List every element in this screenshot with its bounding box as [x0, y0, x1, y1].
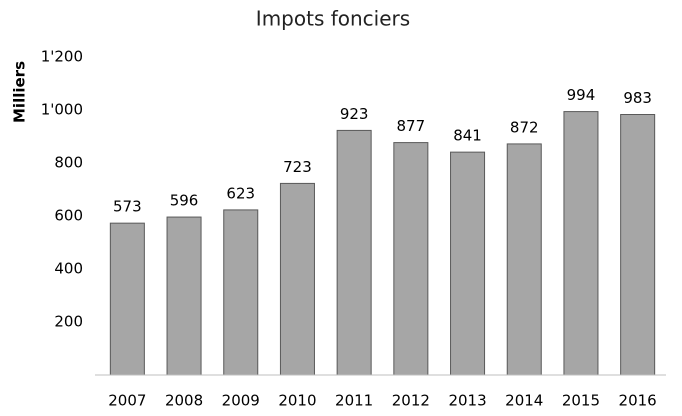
- bar: [506, 143, 542, 376]
- x-tick-label: 2009: [222, 392, 260, 410]
- x-tick-label: 2014: [505, 392, 543, 410]
- y-axis-label: Milliers: [11, 61, 29, 123]
- bar: [109, 222, 145, 376]
- bar: [450, 151, 486, 376]
- x-tick-label: 2013: [448, 392, 486, 410]
- bar: [166, 216, 202, 376]
- x-tick-label: 2016: [619, 392, 657, 410]
- data-label: 872: [510, 118, 539, 136]
- bar: [393, 142, 429, 376]
- data-label: 994: [567, 86, 596, 104]
- y-tick-label: 600: [54, 207, 83, 225]
- data-label: 841: [453, 127, 482, 145]
- x-tick-label: 2007: [108, 392, 146, 410]
- y-tick-label: 200: [54, 313, 83, 331]
- y-tick-label: 1'200: [41, 48, 83, 66]
- y-tick-label: 800: [54, 154, 83, 172]
- data-label: 573: [113, 198, 142, 216]
- chart-title: Impots fonciers: [256, 7, 410, 31]
- data-label: 623: [226, 184, 255, 202]
- bar: [336, 129, 372, 376]
- x-tick-label: 2011: [335, 392, 373, 410]
- data-label: 923: [340, 105, 369, 123]
- bar: [223, 209, 259, 376]
- x-tick-label: 2012: [392, 392, 430, 410]
- data-label: 723: [283, 158, 312, 176]
- y-tick-label: 400: [54, 260, 83, 278]
- x-tick-label: 2008: [165, 392, 203, 410]
- data-label: 877: [397, 117, 426, 135]
- x-tick-label: 2010: [278, 392, 316, 410]
- bar: [563, 111, 599, 376]
- data-label: 983: [623, 89, 652, 107]
- y-tick-label: 1'000: [41, 101, 83, 119]
- x-tick-label: 2015: [562, 392, 600, 410]
- bar: [279, 182, 315, 376]
- data-label: 596: [170, 192, 199, 210]
- bar: [620, 114, 656, 376]
